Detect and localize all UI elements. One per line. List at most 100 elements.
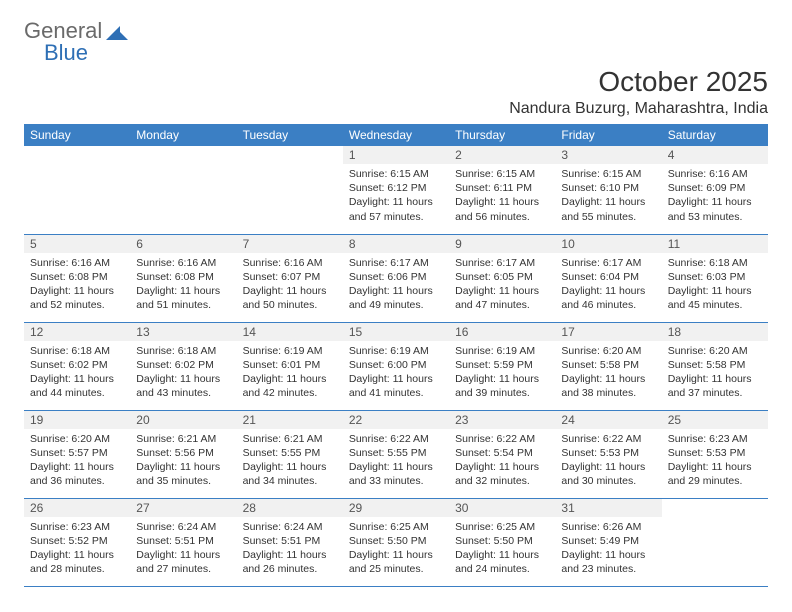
day-number: 15 [343, 323, 449, 341]
day-cell: 26Sunrise: 6:23 AMSunset: 5:52 PMDayligh… [24, 498, 130, 586]
sunrise-text: Sunrise: 6:25 AM [455, 520, 549, 534]
day-cell: 19Sunrise: 6:20 AMSunset: 5:57 PMDayligh… [24, 410, 130, 498]
brand-triangle-icon [106, 22, 128, 40]
sunset-text: Sunset: 5:53 PM [668, 446, 762, 460]
day-cell: 22Sunrise: 6:22 AMSunset: 5:55 PMDayligh… [343, 410, 449, 498]
sunrise-text: Sunrise: 6:16 AM [136, 256, 230, 270]
calendar-table: SundayMondayTuesdayWednesdayThursdayFrid… [24, 124, 768, 587]
sunset-text: Sunset: 6:08 PM [136, 270, 230, 284]
daylight-text: Daylight: 11 hours and 32 minutes. [455, 460, 549, 488]
day-number: 21 [237, 411, 343, 429]
sunset-text: Sunset: 6:07 PM [243, 270, 337, 284]
dayheader-wednesday: Wednesday [343, 124, 449, 146]
sunrise-text: Sunrise: 6:21 AM [136, 432, 230, 446]
week-row: 26Sunrise: 6:23 AMSunset: 5:52 PMDayligh… [24, 498, 768, 586]
day-number: 10 [555, 235, 661, 253]
daylight-text: Daylight: 11 hours and 29 minutes. [668, 460, 762, 488]
sunrise-text: Sunrise: 6:16 AM [668, 167, 762, 181]
sunset-text: Sunset: 6:00 PM [349, 358, 443, 372]
sunrise-text: Sunrise: 6:22 AM [455, 432, 549, 446]
daylight-text: Daylight: 11 hours and 47 minutes. [455, 284, 549, 312]
daylight-text: Daylight: 11 hours and 44 minutes. [30, 372, 124, 400]
day-cell: 4Sunrise: 6:16 AMSunset: 6:09 PMDaylight… [662, 146, 768, 234]
day-cell: 20Sunrise: 6:21 AMSunset: 5:56 PMDayligh… [130, 410, 236, 498]
sunrise-text: Sunrise: 6:15 AM [561, 167, 655, 181]
day-cell: 25 Sunrise: 6:23 AMSunset: 5:53 PMDayligh… [662, 410, 768, 498]
sunset-text: Sunset: 5:50 PM [455, 534, 549, 548]
day-number: 28 [237, 499, 343, 517]
day-cell: 24Sunrise: 6:22 AMSunset: 5:53 PMDayligh… [555, 410, 661, 498]
sunrise-text: Sunrise: 6:15 AM [455, 167, 549, 181]
day-number: 24 [555, 411, 661, 429]
sunset-text: Sunset: 6:02 PM [30, 358, 124, 372]
daylight-text: Daylight: 11 hours and 24 minutes. [455, 548, 549, 576]
day-number: 7 [237, 235, 343, 253]
daylight-text: Daylight: 11 hours and 39 minutes. [455, 372, 549, 400]
daylight-text: Daylight: 11 hours and 41 minutes. [349, 372, 443, 400]
dayheader-thursday: Thursday [449, 124, 555, 146]
daylight-text: Daylight: 11 hours and 38 minutes. [561, 372, 655, 400]
sunrise-text: Sunrise: 6:18 AM [136, 344, 230, 358]
daylight-text: Daylight: 11 hours and 45 minutes. [668, 284, 762, 312]
sunrise-text: Sunrise: 6:20 AM [561, 344, 655, 358]
daylight-text: Daylight: 11 hours and 36 minutes. [30, 460, 124, 488]
sunset-text: Sunset: 5:56 PM [136, 446, 230, 460]
sunset-text: Sunset: 5:54 PM [455, 446, 549, 460]
day-number: 22 [343, 411, 449, 429]
day-number: 16 [449, 323, 555, 341]
daylight-text: Daylight: 11 hours and 50 minutes. [243, 284, 337, 312]
sunrise-text: Sunrise: 6:18 AM [668, 256, 762, 270]
sunset-text: Sunset: 6:09 PM [668, 181, 762, 195]
sunrise-text: Sunrise: 6:22 AM [349, 432, 443, 446]
empty-cell: . [130, 146, 236, 234]
day-cell: 9Sunrise: 6:17 AMSunset: 6:05 PMDaylight… [449, 234, 555, 322]
day-cell: 21Sunrise: 6:21 AMSunset: 5:55 PMDayligh… [237, 410, 343, 498]
sunrise-text: Sunrise: 6:23 AM [30, 520, 124, 534]
day-number: 27 [130, 499, 236, 517]
sunset-text: Sunset: 6:10 PM [561, 181, 655, 195]
sunrise-text: Sunrise: 6:22 AM [561, 432, 655, 446]
sunrise-text: Sunrise: 6:17 AM [455, 256, 549, 270]
header: GeneralBlue October 2025 Nandura Buzurg,… [24, 18, 768, 118]
sunrise-text: Sunrise: 6:26 AM [561, 520, 655, 534]
day-number: 2 [449, 146, 555, 164]
sunset-text: Sunset: 6:06 PM [349, 270, 443, 284]
daylight-text: Daylight: 11 hours and 43 minutes. [136, 372, 230, 400]
sunrise-text: Sunrise: 6:24 AM [136, 520, 230, 534]
sunset-text: Sunset: 5:57 PM [30, 446, 124, 460]
daylight-text: Daylight: 11 hours and 25 minutes. [349, 548, 443, 576]
daylight-text: Daylight: 11 hours and 26 minutes. [243, 548, 337, 576]
sunset-text: Sunset: 6:05 PM [455, 270, 549, 284]
day-number: 19 [24, 411, 130, 429]
day-cell: 14Sunrise: 6:19 AMSunset: 6:01 PMDayligh… [237, 322, 343, 410]
day-cell: 27Sunrise: 6:24 AMSunset: 5:51 PMDayligh… [130, 498, 236, 586]
day-cell: 16Sunrise: 6:19 AMSunset: 5:59 PMDayligh… [449, 322, 555, 410]
sunrise-text: Sunrise: 6:19 AM [349, 344, 443, 358]
sunset-text: Sunset: 6:08 PM [30, 270, 124, 284]
daylight-text: Daylight: 11 hours and 37 minutes. [668, 372, 762, 400]
day-number: 26 [24, 499, 130, 517]
daylight-text: Daylight: 11 hours and 56 minutes. [455, 195, 549, 223]
location-text: Nandura Buzurg, Maharashtra, India [24, 100, 768, 118]
day-cell: 3Sunrise: 6:15 AMSunset: 6:10 PMDaylight… [555, 146, 661, 234]
day-number: 30 [449, 499, 555, 517]
week-row: 5Sunrise: 6:16 AMSunset: 6:08 PMDaylight… [24, 234, 768, 322]
daylight-text: Daylight: 11 hours and 46 minutes. [561, 284, 655, 312]
sunrise-text: Sunrise: 6:15 AM [349, 167, 443, 181]
day-number: 14 [237, 323, 343, 341]
day-number: 25 [662, 411, 768, 429]
day-cell: 29Sunrise: 6:25 AMSunset: 5:50 PMDayligh… [343, 498, 449, 586]
dayheader-sunday: Sunday [24, 124, 130, 146]
daylight-text: Daylight: 11 hours and 28 minutes. [30, 548, 124, 576]
sunrise-text: Sunrise: 6:23 AM [668, 432, 762, 446]
month-title: October 2025 [24, 66, 768, 98]
sunrise-text: Sunrise: 6:20 AM [668, 344, 762, 358]
sunset-text: Sunset: 5:49 PM [561, 534, 655, 548]
sunrise-text: Sunrise: 6:25 AM [349, 520, 443, 534]
day-cell: 17Sunrise: 6:20 AMSunset: 5:58 PMDayligh… [555, 322, 661, 410]
empty-cell: . [24, 146, 130, 234]
day-number: 13 [130, 323, 236, 341]
title-block: October 2025 Nandura Buzurg, Maharashtra… [24, 66, 768, 118]
sunset-text: Sunset: 6:01 PM [243, 358, 337, 372]
day-number: 29 [343, 499, 449, 517]
